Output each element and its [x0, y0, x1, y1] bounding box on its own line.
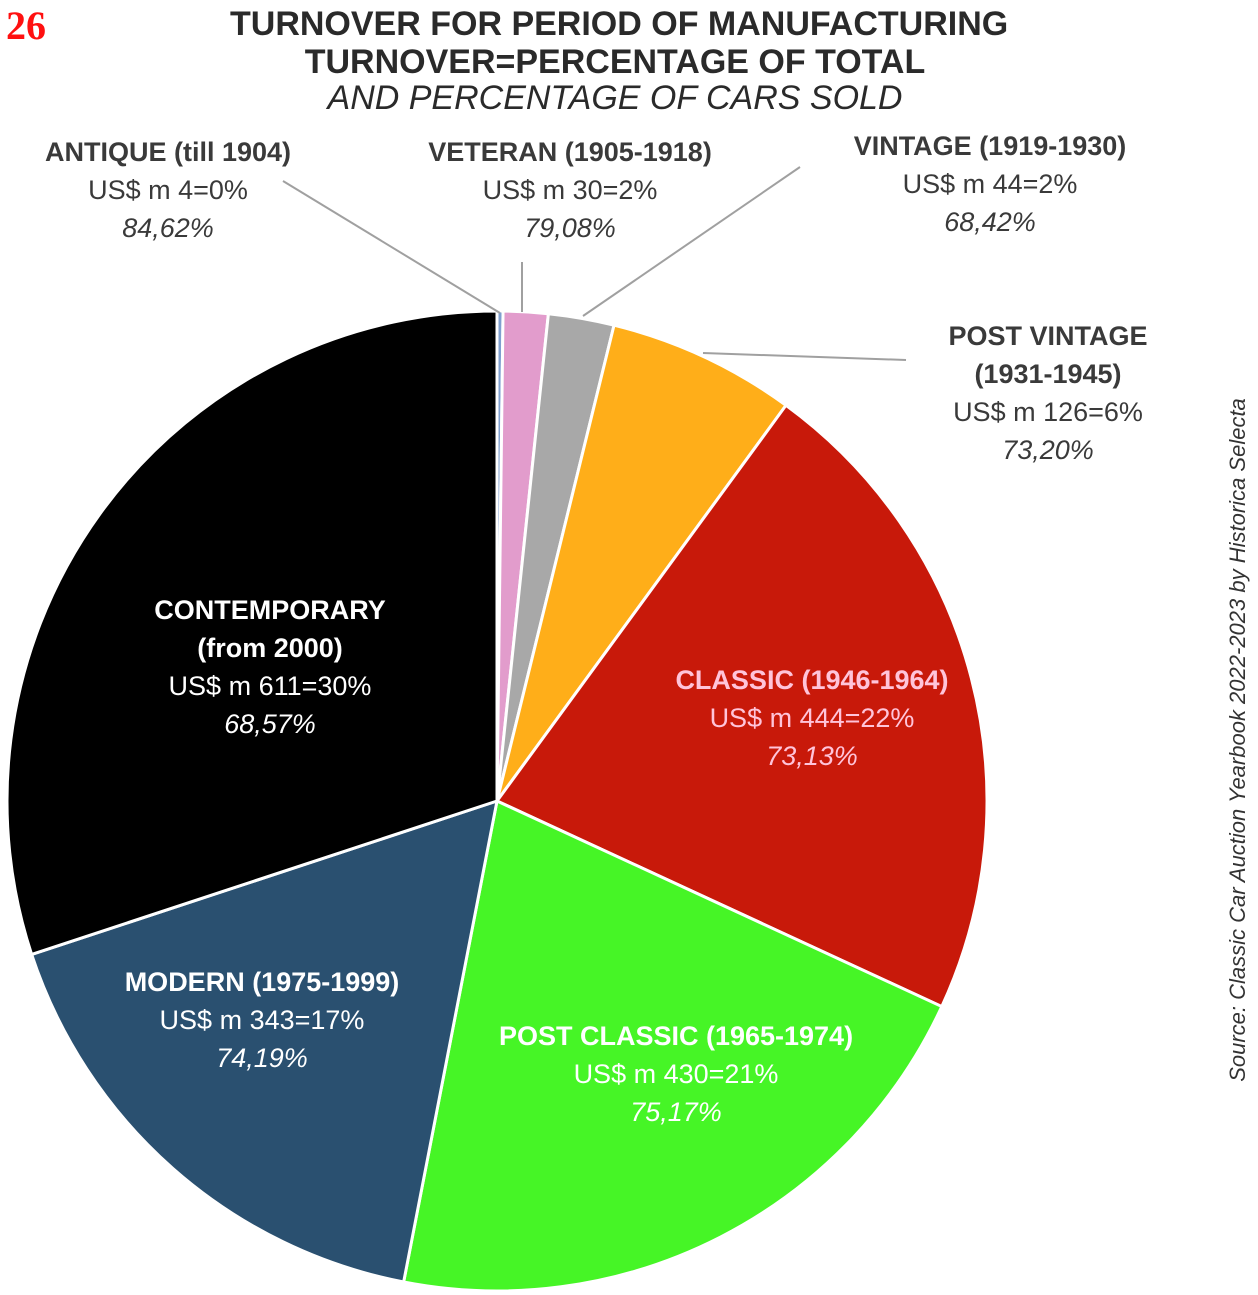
- slice-label-antique: ANTIQUE (till 1904) US$ m 4=0% 84,62%: [45, 133, 291, 247]
- slice-cars-sold-pct: 68,42%: [944, 207, 1036, 237]
- slice-name: MODERN (1975-1999): [124, 967, 400, 997]
- slice-name: ANTIQUE (till 1904): [44, 137, 292, 167]
- leader-line-vintage: [582, 166, 801, 317]
- slice-name: POST CLASSIC (1965-1974): [498, 1021, 854, 1051]
- chart-subtitle-italic: AND PERCENTAGE OF CARS SOLD: [327, 79, 903, 117]
- slice-turnover: US$ m 30=2%: [482, 175, 658, 205]
- leader-line-post-vintage: [702, 352, 907, 361]
- pie-slice-post-vintage: [495, 323, 789, 802]
- slice-label-post-vintage: POST VINTAGE (1931-1945) US$ m 126=6% 73,20…: [948, 317, 1147, 469]
- slice-cars-sold-pct: 75,17%: [630, 1097, 722, 1127]
- slice-turnover: US$ m 611=30%: [168, 671, 372, 701]
- leader-line-antique: [282, 180, 501, 314]
- slice-name: (1931-1945): [974, 359, 1122, 389]
- slice-cars-sold-pct: 74,19%: [216, 1043, 308, 1073]
- slice-name: (from 2000): [197, 633, 343, 663]
- slice-cars-sold-pct: 73,13%: [766, 741, 858, 771]
- slice-name: POST VINTAGE: [948, 321, 1148, 351]
- pie-slice-contemporary: [5, 309, 499, 957]
- slice-name: CONTEMPORARY: [154, 595, 386, 625]
- slice-label-vintage: VINTAGE (1919-1930) US$ m 44=2% 68,42%: [854, 127, 1127, 241]
- slice-label-classic: CLASSIC (1946-1964) US$ m 444=22% 73,13%: [675, 661, 948, 775]
- slice-name: VINTAGE (1919-1930): [853, 131, 1127, 161]
- slice-turnover: US$ m 44=2%: [902, 169, 1078, 199]
- slice-name: VETERAN (1905-1918): [428, 137, 712, 167]
- chart-subtitle: TURNOVER=PERCENTAGE OF TOTAL: [304, 43, 926, 81]
- slice-turnover: US$ m 430=21%: [573, 1059, 779, 1089]
- slice-turnover: US$ m 343=17%: [159, 1005, 365, 1035]
- slice-name: CLASSIC (1946-1964): [675, 665, 949, 695]
- pie-slice-post-classic: [401, 798, 944, 1293]
- slice-label-modern: MODERN (1975-1999) US$ m 343=17% 74,19%: [125, 963, 400, 1077]
- slice-turnover: US$ m 126=6%: [953, 397, 1143, 427]
- slice-turnover: US$ m 4=0%: [88, 175, 248, 205]
- slice-cars-sold-pct: 84,62%: [122, 213, 214, 243]
- slice-cars-sold-pct: 79,08%: [524, 213, 616, 243]
- slice-cars-sold-pct: 68,57%: [224, 709, 316, 739]
- slice-label-veteran: VETERAN (1905-1918) US$ m 30=2% 79,08%: [428, 133, 712, 247]
- slice-turnover: US$ m 444=22%: [709, 703, 915, 733]
- slice-cars-sold-pct: 73,20%: [1002, 435, 1094, 465]
- source-note: Source: Classic Car Auction Yearbook 202…: [1225, 398, 1250, 1082]
- chart-title: TURNOVER FOR PERIOD OF MANUFACTURING: [230, 5, 1009, 43]
- slice-label-contemporary: CONTEMPORARY (from 2000) US$ m 611=30% 68,5…: [154, 591, 386, 743]
- pie-slice-modern: [29, 798, 499, 1284]
- slice-label-post-classic: POST CLASSIC (1965-1974) US$ m 430=21% 75,…: [499, 1017, 853, 1131]
- page-number: 26: [6, 3, 46, 48]
